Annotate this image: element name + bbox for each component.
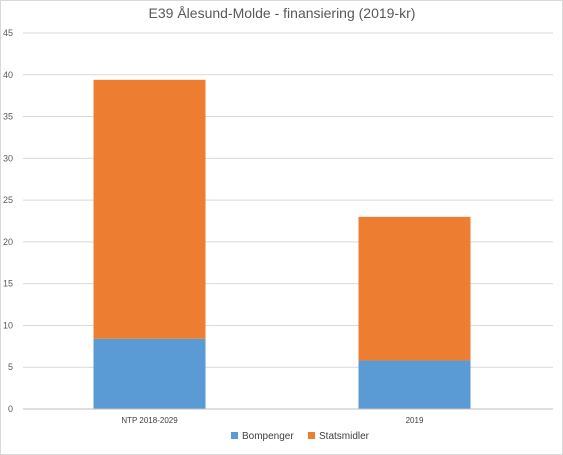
y-tick-label: 45	[3, 28, 13, 38]
bar-bompenger	[358, 360, 471, 409]
legend-label: Statsmidler	[319, 431, 370, 442]
y-tick-label: 15	[3, 279, 13, 289]
legend-swatch-bompenger	[231, 432, 238, 439]
y-axis-ticks: 0 5 10 15 20 25 30 35 40 45	[3, 28, 13, 414]
x-tick-label: NTP 2018-2029	[121, 416, 178, 425]
legend: Bompenger Statsmidler	[231, 431, 370, 442]
y-tick-label: 0	[8, 404, 13, 414]
y-tick-label: 25	[3, 195, 13, 205]
y-tick-label: 10	[3, 320, 13, 330]
bar-statsmidler	[358, 216, 471, 361]
legend-swatch-statsmidler	[308, 432, 315, 439]
x-tick-label: 2019	[406, 416, 424, 425]
chart-title: E39 Ålesund-Molde - finansiering (2019-k…	[149, 5, 416, 21]
y-tick-label: 30	[3, 153, 13, 163]
bar-statsmidler	[93, 79, 206, 339]
x-axis-labels: NTP 2018-2029 2019	[121, 416, 424, 425]
bars	[93, 79, 471, 409]
y-tick-label: 35	[3, 112, 13, 122]
bar-bompenger	[93, 338, 206, 409]
y-tick-label: 5	[8, 362, 13, 372]
y-tick-label: 40	[3, 70, 13, 80]
legend-label: Bompenger	[242, 431, 294, 442]
y-tick-label: 20	[3, 237, 13, 247]
